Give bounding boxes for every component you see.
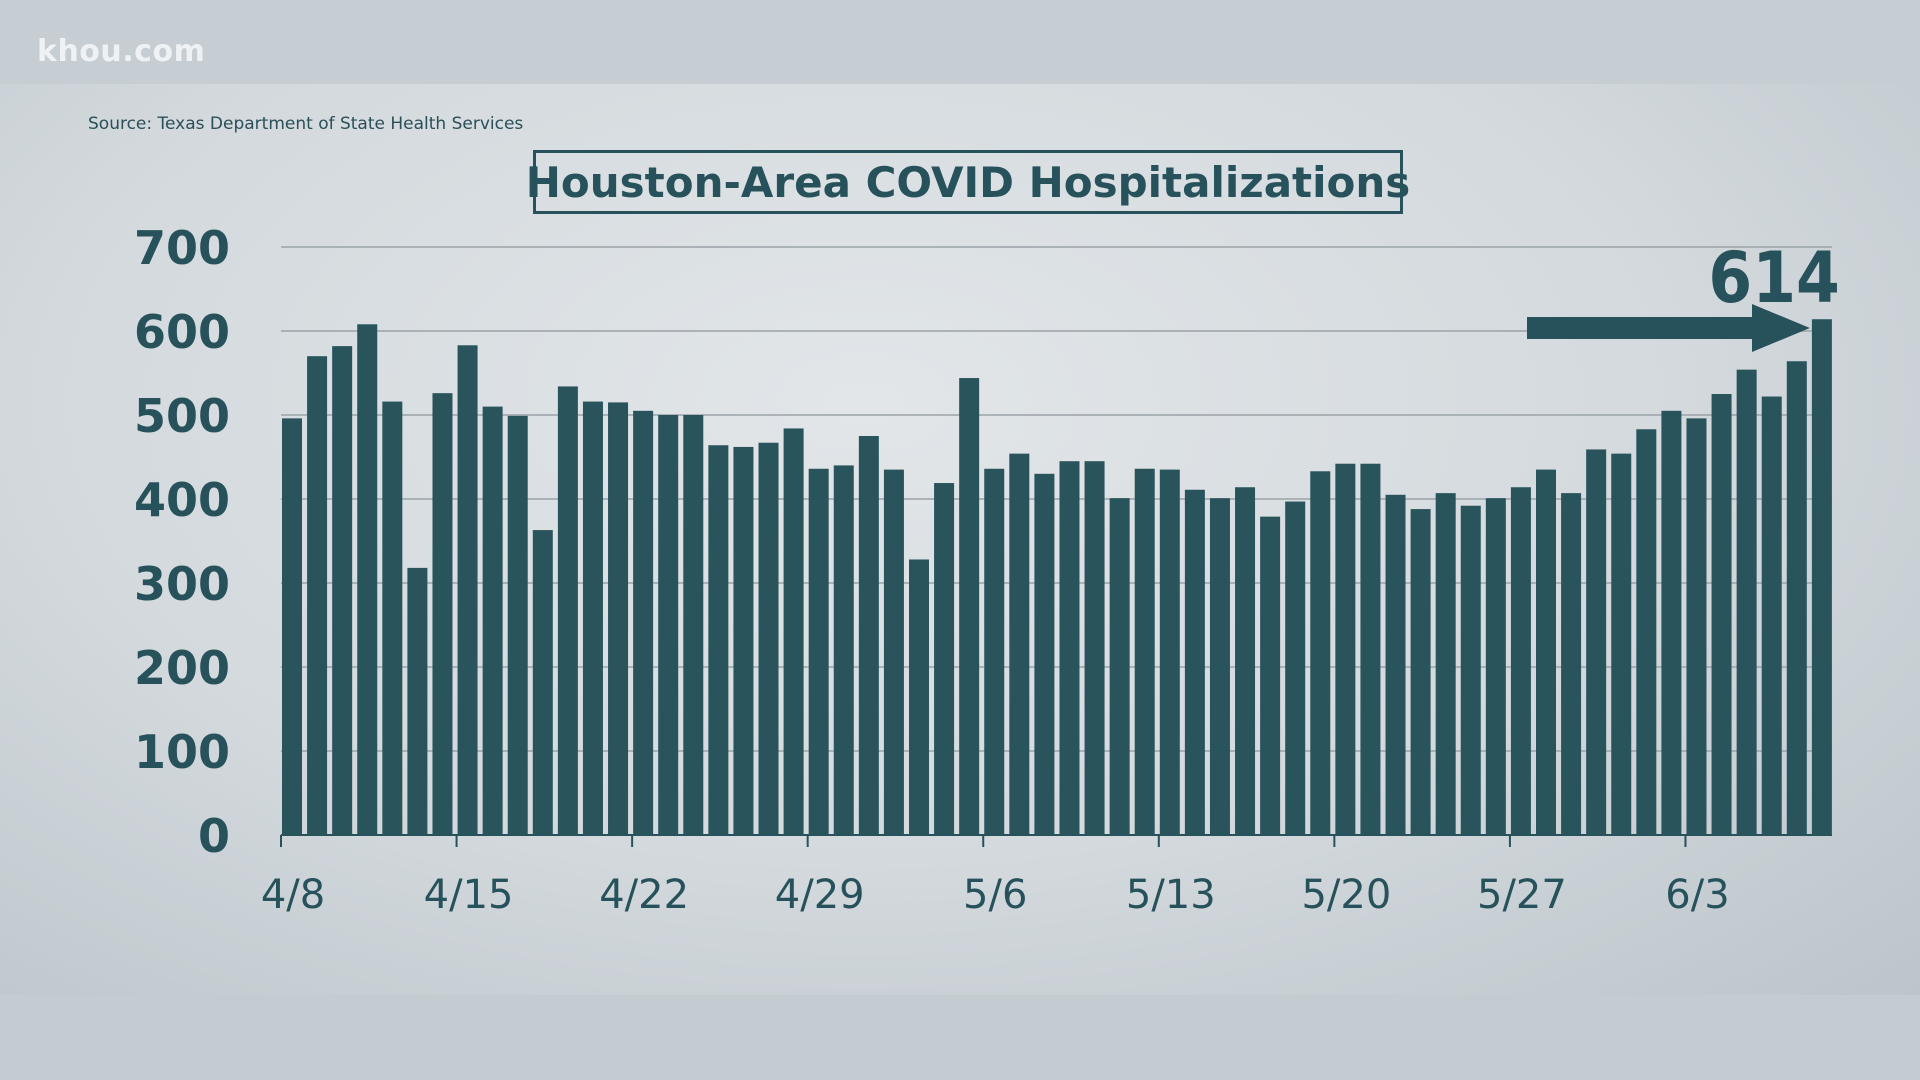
bar	[633, 410, 654, 835]
bar	[1611, 453, 1632, 835]
bar	[1184, 489, 1205, 835]
y-tick-label: 600	[134, 305, 230, 359]
y-tick-label: 300	[134, 557, 230, 611]
y-tick-label: 0	[198, 809, 230, 863]
bar	[1209, 498, 1230, 835]
y-tick-label: 100	[134, 725, 230, 779]
bar	[557, 386, 578, 835]
bar	[1786, 361, 1807, 835]
x-tick-label: 5/13	[1126, 872, 1216, 918]
bar	[733, 446, 754, 835]
bar	[683, 415, 704, 835]
bar	[407, 567, 428, 835]
x-tick-label: 5/27	[1477, 872, 1567, 918]
bar	[1536, 469, 1556, 835]
bar	[357, 324, 378, 835]
bar	[382, 401, 403, 835]
bar	[482, 406, 503, 835]
bar	[507, 415, 528, 835]
arrow-shaft	[1527, 317, 1757, 339]
bar	[1661, 410, 1682, 835]
bar	[1561, 493, 1582, 835]
x-tick-label: 6/3	[1665, 872, 1729, 918]
bar	[1435, 493, 1456, 835]
x-tick-label: 5/20	[1301, 872, 1391, 918]
bar	[1360, 463, 1381, 835]
bar	[1485, 498, 1506, 835]
y-tick-label: 200	[134, 641, 230, 695]
bar	[1811, 319, 1832, 835]
bar	[708, 445, 729, 835]
bar	[1711, 394, 1732, 835]
bar	[1636, 429, 1657, 835]
bar	[532, 530, 553, 835]
bar	[282, 418, 302, 835]
bar	[808, 468, 829, 835]
bar	[858, 436, 879, 835]
x-tick-label: 5/6	[963, 872, 1027, 918]
bar	[1134, 468, 1155, 835]
bar	[1009, 453, 1030, 835]
bar	[1109, 498, 1130, 835]
x-tick-label: 4/29	[775, 872, 865, 918]
chart-title: Houston-Area COVID Hospitalizations	[526, 150, 1410, 214]
bar	[1510, 487, 1531, 835]
bar	[934, 483, 955, 835]
y-tick-label: 500	[134, 389, 230, 443]
bar	[1159, 469, 1180, 835]
latest-value-callout: 614	[1708, 237, 1839, 319]
bar	[833, 465, 854, 835]
bar	[1686, 418, 1707, 835]
bar	[1761, 396, 1782, 835]
bar	[909, 559, 929, 835]
bar	[959, 378, 980, 835]
bar	[608, 402, 629, 835]
top-band	[0, 0, 1920, 84]
bar	[582, 401, 603, 835]
bar	[1084, 461, 1105, 835]
bar	[883, 469, 904, 835]
bar	[783, 428, 804, 835]
bar	[332, 346, 353, 835]
bar	[1285, 501, 1306, 835]
bar	[1736, 369, 1757, 835]
bar	[457, 345, 478, 835]
x-tick-label: 4/8	[261, 872, 325, 918]
source-note: Source: Texas Department of State Health…	[88, 114, 524, 134]
bar	[307, 356, 328, 835]
bar	[1586, 449, 1607, 835]
bar	[1260, 516, 1281, 835]
x-tick-label: 4/22	[599, 872, 689, 918]
bar	[758, 442, 779, 835]
bar	[1335, 463, 1356, 835]
arrow-right-icon	[1752, 304, 1810, 352]
bar	[432, 393, 453, 835]
bar	[1385, 494, 1406, 835]
bar	[1059, 461, 1080, 835]
bar	[984, 468, 1005, 835]
bar	[658, 415, 679, 835]
bar	[1460, 505, 1481, 835]
bar	[1310, 471, 1331, 835]
y-tick-label: 700	[134, 221, 230, 275]
y-tick-label: 400	[134, 473, 230, 527]
brand-logo: khou.com	[37, 34, 206, 69]
bar	[1410, 509, 1431, 835]
bar	[1034, 473, 1055, 835]
bar	[1235, 487, 1256, 835]
bottom-band	[0, 995, 1920, 1080]
x-tick-label: 4/15	[424, 872, 514, 918]
